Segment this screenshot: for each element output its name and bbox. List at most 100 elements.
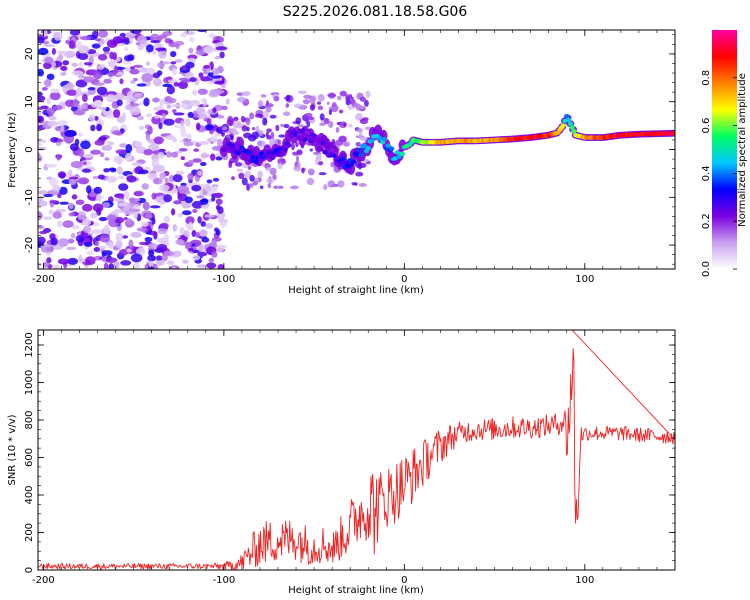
spectrogram-noise-blob (327, 93, 337, 98)
spectrogram-noise-blob (83, 62, 93, 66)
spectrogram-noise-blob (126, 175, 137, 183)
spectrogram-noise-blob (204, 214, 215, 218)
spectrogram-noise-blob (43, 261, 49, 268)
spectrogram-noise-blob (198, 72, 204, 78)
spectrogram-noise-blob (163, 250, 175, 257)
spectrogram-noise-blob (71, 194, 78, 200)
spectrogram-noise-blob (69, 30, 80, 36)
spectrogram-noise-blob (257, 100, 264, 108)
spectrogram-noise-blob (171, 67, 177, 76)
spectrogram-noise-blob (79, 35, 92, 41)
spectrogram-noise-blob (103, 78, 112, 84)
y-tick-label: 0 (24, 146, 35, 152)
spectrogram-noise-blob (83, 76, 95, 83)
spectrogram-noise-blob (213, 133, 222, 137)
spectrogram-noise-blob (233, 116, 239, 121)
spectrogram-noise-blob (172, 223, 178, 232)
spectrogram-noise-blob (180, 100, 193, 104)
spectrogram-noise-blob (172, 250, 182, 258)
spectrogram-noise-blob (72, 98, 79, 108)
spectrogram-noise-blob (136, 115, 144, 121)
spectrogram-noise-blob (211, 145, 223, 151)
spectrogram-noise-blob (75, 79, 88, 88)
spectrogram-noise-blob (133, 262, 141, 269)
spectrogram-noise-blob (166, 151, 172, 158)
spectrogram-noise-blob (203, 46, 215, 54)
spectrogram-noise-blob (355, 112, 363, 121)
spectrogram-noise-blob (174, 124, 185, 129)
spectrogram-noise-blob (200, 98, 207, 103)
snr-x-label: Height of straight line (km) (288, 585, 424, 596)
spectrogram-noise-blob (159, 222, 169, 229)
spectrogram-ridge-core (356, 147, 362, 152)
spectrogram-noise-blob (306, 177, 315, 186)
snr-y-label: SNR (10 * v/v) (7, 414, 18, 485)
spectrogram-noise-blob (217, 264, 225, 269)
spectrogram-noise-blob (174, 234, 181, 239)
spectrogram-ridge-core (230, 143, 236, 149)
spectrogram-noise-blob (96, 86, 108, 95)
spectrogram-noise-blob (166, 260, 175, 266)
spectrogram-noise-blob (115, 240, 123, 249)
spectrogram-noise-blob (117, 202, 126, 207)
spectrogram-noise-blob (200, 154, 212, 158)
spectrogram-noise-blob (270, 131, 275, 140)
spectrogram-noise-blob (80, 140, 91, 150)
spectrogram-x-ticks: -200 -100 0 100 (32, 30, 676, 285)
spectrogram-noise-blob (195, 49, 205, 56)
spectrogram-noise-blob (112, 130, 122, 136)
spectrogram-noise-blob (292, 151, 299, 156)
spectrogram-noise-blob (107, 72, 115, 77)
spectrogram-noise-blob (163, 194, 173, 203)
spectrogram-noise-blob (87, 87, 97, 91)
spectrogram-noise-blob (348, 123, 353, 128)
snr-x-ticks: -200 -100 0 100 (32, 330, 676, 586)
spectrogram-noise-blob (246, 126, 250, 132)
spectrogram-noise-blob (262, 117, 268, 126)
spectrogram-noise-blob (46, 73, 55, 81)
spectrogram-noise-blob (173, 112, 185, 116)
spectrogram-noise-blob (210, 153, 216, 161)
spectrogram-noise-blob (78, 61, 83, 70)
spectrogram-noise-blob (90, 149, 102, 155)
spectrogram-noise-blob (205, 223, 214, 229)
spectrogram-noise-blob (117, 175, 125, 180)
spectrogram-ridge-core (282, 147, 288, 152)
spectrogram-noise-blob (52, 211, 62, 219)
spectrogram-noise-blob (109, 168, 117, 173)
spectrogram-noise-blob (125, 98, 131, 106)
spectrogram-noise-blob (121, 235, 129, 239)
spectrogram-noise-blob (265, 103, 274, 108)
spectrogram-noise-blob (187, 173, 194, 181)
spectrogram-noise-blob (38, 138, 44, 143)
y-tick-label: 600 (24, 448, 35, 467)
spectrogram-noise-blob (213, 80, 225, 85)
spectrogram-noise-blob (283, 111, 291, 117)
spectrogram-noise-blob (208, 257, 215, 263)
spectrogram-noise-blob (215, 204, 221, 211)
spectrogram-noise-blob (81, 168, 92, 173)
spectrogram-noise-blob (82, 154, 95, 158)
spectrogram-noise-blob (115, 71, 124, 76)
colorbar-tick-label: 0.0 (701, 261, 712, 277)
spectrogram-ridge-core (564, 113, 570, 119)
spectrogram-noise-blob (116, 43, 126, 47)
spectrogram-noise-blob (86, 250, 94, 256)
spectrogram-noise-blob (277, 185, 284, 189)
spectrogram-noise-blob (275, 124, 280, 132)
spectrogram-noise-blob (355, 171, 364, 177)
spectrogram-noise-blob (185, 118, 191, 127)
spectrogram-noise-blob (163, 118, 175, 126)
spectrogram-noise-blob (128, 208, 141, 213)
spectrogram-ridge-core (269, 155, 276, 160)
spectrogram-noise-blob (84, 256, 96, 266)
spectrogram-noise-blob (155, 255, 163, 262)
spectrogram-noise-blob (152, 50, 157, 55)
spectrogram-noise-blob (317, 94, 325, 102)
spectrogram-noise-blob (221, 126, 228, 131)
spectrogram-noise-blob (298, 104, 307, 109)
spectrogram-noise-blob (203, 185, 212, 192)
spectrogram-noise-blob (94, 139, 105, 146)
spectrogram-noise-blob (328, 109, 333, 116)
spectrogram-noise-blob (44, 78, 52, 88)
